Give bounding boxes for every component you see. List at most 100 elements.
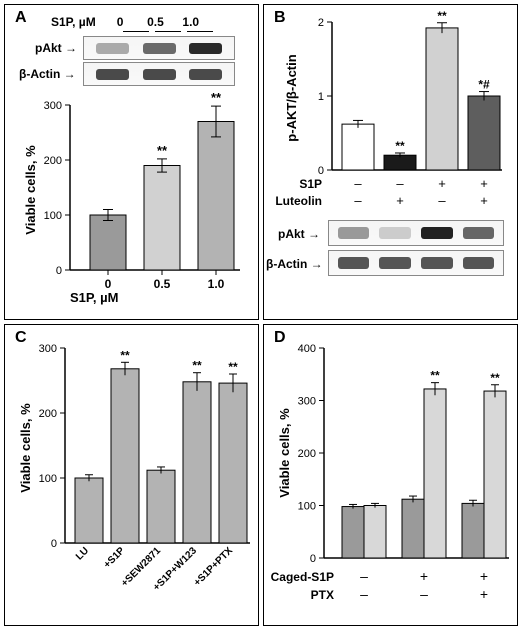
panel-C-label: C <box>9 327 33 349</box>
A-pakt-lane-0 <box>96 43 129 54</box>
B-pakt-blot <box>328 220 504 246</box>
svg-text:+: + <box>420 568 428 584</box>
svg-text:200: 200 <box>298 448 316 460</box>
A-dose-rule-1 <box>155 31 181 32</box>
svg-text:+: + <box>396 193 404 208</box>
svg-text:0: 0 <box>105 277 112 291</box>
svg-text:0.5: 0.5 <box>154 277 171 291</box>
A-dose-label: S1P, µM <box>51 15 96 29</box>
B-pakt-lane-3 <box>463 227 494 239</box>
B-actin-lane-1 <box>379 257 410 269</box>
C-chart: 0100200300 Viable cells, % ****** LU+S1P… <box>10 333 258 623</box>
svg-text:*#: *# <box>478 78 490 92</box>
A-chart: 0 100 200 300 Viable cells, % 0 ** 0.5 ** 1.0 S… <box>15 90 255 315</box>
B-actin-lane-2 <box>421 257 452 269</box>
arrow-icon: → <box>308 227 320 241</box>
B-actin-lane-0 <box>338 257 369 269</box>
panel-D-label: D <box>268 327 292 349</box>
svg-text:0: 0 <box>51 538 57 550</box>
svg-text:+: + <box>480 193 488 208</box>
svg-text:–: – <box>396 176 404 191</box>
svg-text:**: ** <box>490 371 500 385</box>
D-cond-ptx: PTX <box>311 588 334 602</box>
svg-text:400: 400 <box>298 343 316 355</box>
A-actin-lane-0 <box>96 69 129 80</box>
svg-text:–: – <box>354 193 362 208</box>
B-actin-text: β-Actin <box>266 257 307 271</box>
svg-text:**: ** <box>437 10 447 23</box>
C-ylabel: Viable cells, % <box>18 403 33 493</box>
panel-A: A S1P, µM 0 0.5 1.0 pAkt → β-Actin → <box>4 4 259 320</box>
B-chart: 012 p-AKT/β-Actin *****# S1P Luteolin ––… <box>274 10 514 218</box>
svg-text:–: – <box>360 568 368 584</box>
B-pakt-lane-0 <box>338 227 369 239</box>
svg-text:**: ** <box>211 90 222 105</box>
A-pakt-lane-2 <box>189 43 222 54</box>
svg-text:+: + <box>480 586 488 602</box>
A-pakt-text: pAkt <box>35 41 62 55</box>
svg-text:200: 200 <box>39 408 57 420</box>
svg-text:1: 1 <box>318 91 324 103</box>
A-dose-1: 0.5 <box>144 15 166 29</box>
svg-text:**: ** <box>395 139 405 153</box>
svg-text:100: 100 <box>39 473 57 485</box>
arrow-icon: → <box>65 41 77 55</box>
svg-text:–: – <box>360 586 368 602</box>
A-dose-rule-0 <box>123 31 149 32</box>
svg-text:**: ** <box>228 360 238 374</box>
B-ylabel: p-AKT/β-Actin <box>284 54 299 141</box>
panel-A-label: A <box>9 7 33 29</box>
arrow-icon: → <box>64 67 76 81</box>
svg-text:LU: LU <box>74 545 91 562</box>
A-dose-rule-2 <box>187 31 213 32</box>
B-pakt-lane-1 <box>379 227 410 239</box>
A-ylabel: Viable cells, % <box>23 145 38 235</box>
A-actin-blot <box>83 62 235 86</box>
svg-text:1.0: 1.0 <box>208 277 225 291</box>
arrow-icon: → <box>311 257 323 271</box>
B-pakt-label: pAkt → <box>278 227 320 241</box>
svg-text:–: – <box>354 176 362 191</box>
D-chart: 0 100 200 300 400 Viable cells, % ** ** Caged… <box>269 333 517 623</box>
figure-root: A S1P, µM 0 0.5 1.0 pAkt → β-Actin → <box>0 0 522 630</box>
B-actin-label: β-Actin → <box>266 257 323 271</box>
A-actin-lane-1 <box>143 69 176 80</box>
svg-text:300: 300 <box>39 343 57 355</box>
A-pakt-blot <box>83 36 235 60</box>
A-actin-lane-2 <box>189 69 222 80</box>
A-dose-2: 1.0 <box>180 15 202 29</box>
svg-text:0: 0 <box>56 265 62 277</box>
svg-text:300: 300 <box>44 100 62 112</box>
svg-text:**: ** <box>430 369 440 383</box>
svg-text:+: + <box>480 176 488 191</box>
A-xlabel: S1P, µM <box>70 290 118 305</box>
panel-C: C 0100200300 Viable cells, % ****** LU+S… <box>4 324 259 626</box>
svg-text:100: 100 <box>298 501 316 513</box>
A-actin-text: β-Actin <box>19 67 60 81</box>
svg-text:–: – <box>420 586 428 602</box>
svg-text:200: 200 <box>44 155 62 167</box>
svg-text:**: ** <box>157 143 168 158</box>
svg-text:100: 100 <box>44 210 62 222</box>
svg-text:2: 2 <box>318 17 324 29</box>
D-ylabel: Viable cells, % <box>277 408 292 498</box>
B-pakt-lane-2 <box>421 227 452 239</box>
svg-text:300: 300 <box>298 396 316 408</box>
A-pakt-lane-1 <box>143 43 176 54</box>
panel-B: B 012 p-AKT/β-Actin *****# S1P Luteolin … <box>263 4 518 320</box>
svg-text:+S1P: +S1P <box>102 545 128 571</box>
panel-D: D 0 100 200 300 400 Viable cells, % ** ** Cag… <box>263 324 518 626</box>
panel-B-label: B <box>268 7 292 29</box>
svg-text:**: ** <box>120 348 130 362</box>
B-actin-lane-3 <box>463 257 494 269</box>
svg-text:+: + <box>438 176 446 191</box>
A-actin-label: β-Actin → <box>19 67 76 81</box>
svg-text:–: – <box>438 193 446 208</box>
B-cond-lut: Luteolin <box>275 194 322 208</box>
B-cond-s1p: S1P <box>299 177 322 191</box>
svg-text:+S1P+PTX: +S1P+PTX <box>192 545 235 588</box>
svg-text:+: + <box>480 568 488 584</box>
A-pakt-label: pAkt → <box>35 41 77 55</box>
svg-text:0: 0 <box>310 553 316 565</box>
D-cond-caged: Caged-S1P <box>271 570 334 584</box>
